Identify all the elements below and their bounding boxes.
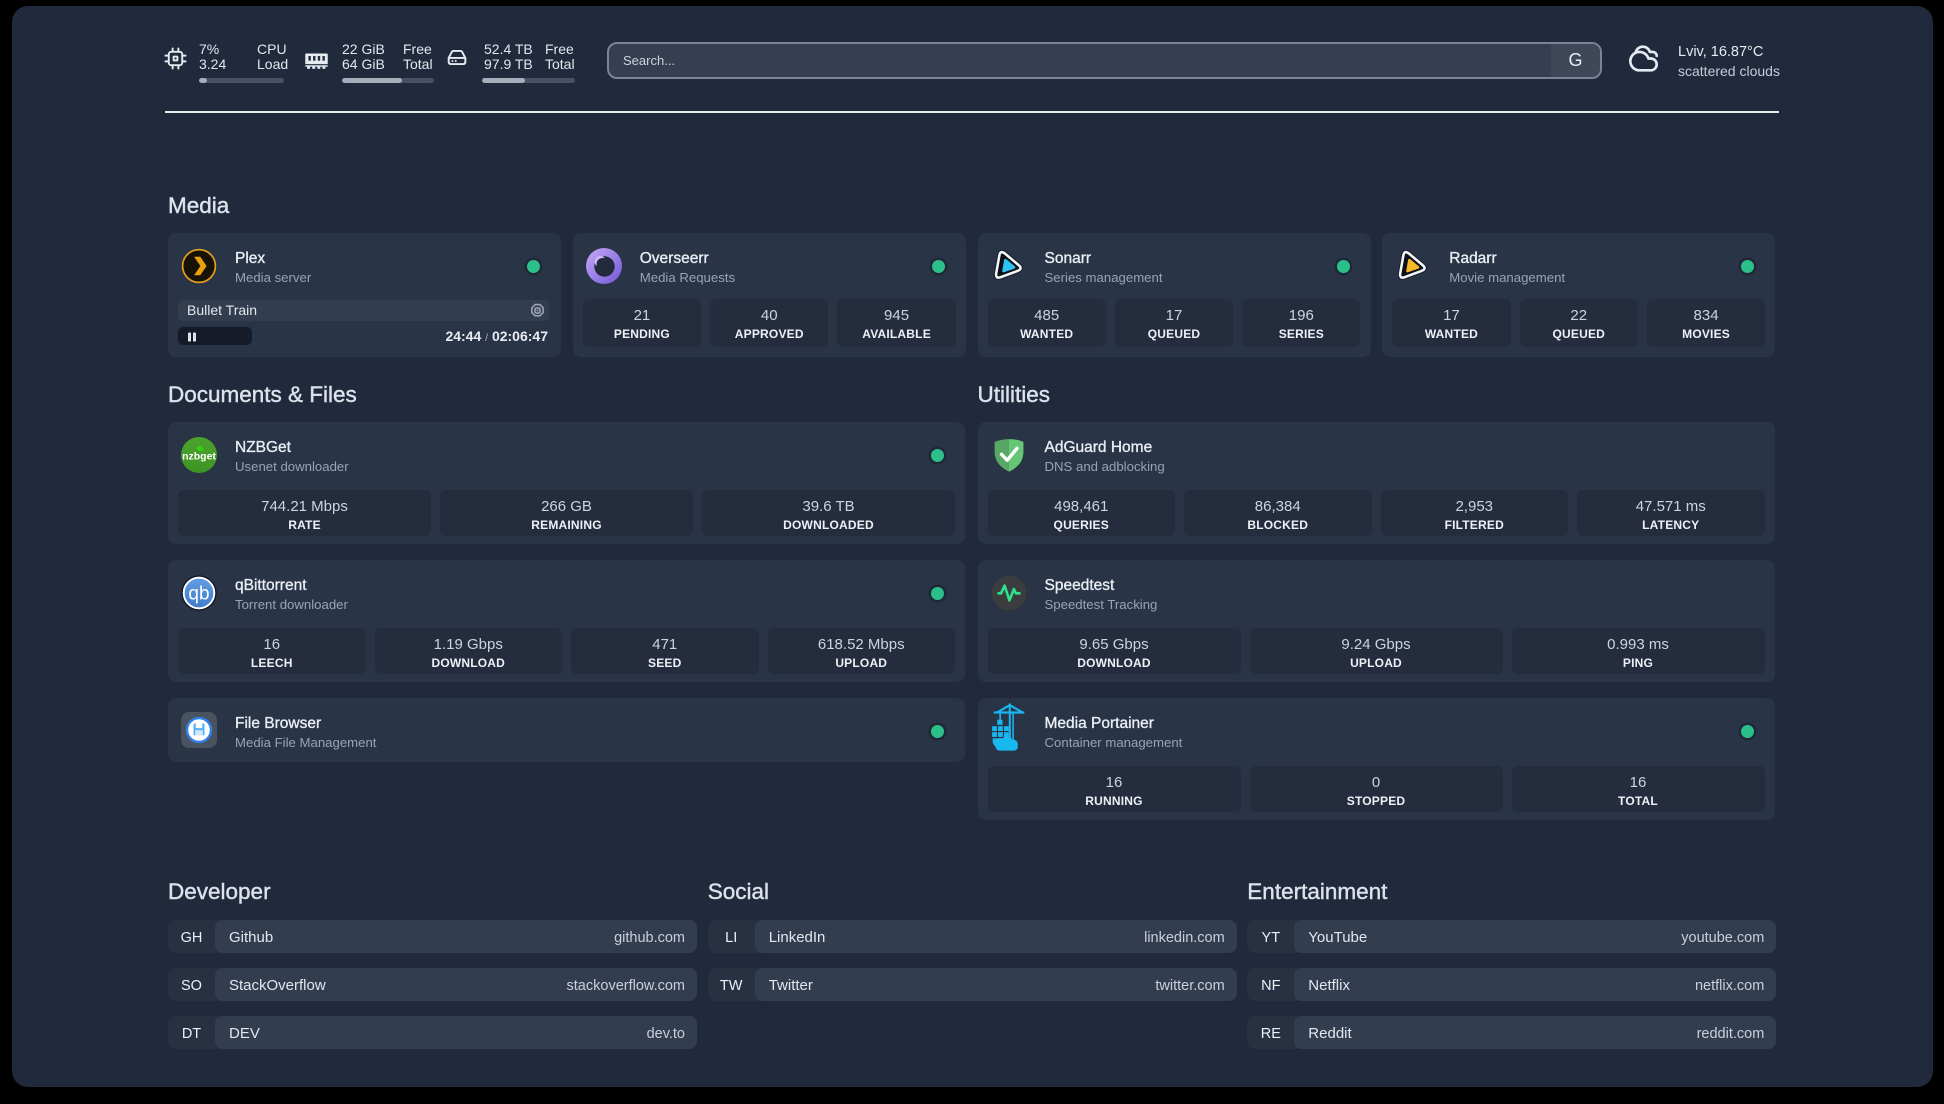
- svg-text:nzbget: nzbget: [182, 451, 216, 463]
- svg-text:qb: qb: [188, 584, 209, 605]
